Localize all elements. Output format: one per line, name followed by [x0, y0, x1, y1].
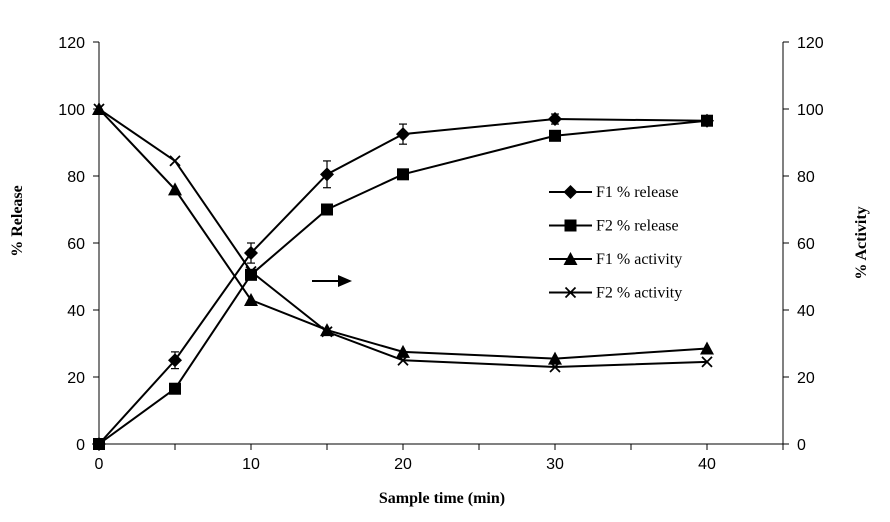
cross-stroke — [549, 361, 561, 373]
x-tick-label: 20 — [394, 456, 412, 473]
legend-item-1: F1 % release — [549, 184, 679, 201]
legend-marker — [564, 286, 577, 299]
data-point — [169, 382, 181, 395]
legend-marker — [563, 252, 578, 265]
legend-marker — [564, 219, 577, 232]
cross-stroke — [169, 155, 181, 167]
y2-tick-label: 20 — [797, 370, 815, 387]
series-4 — [93, 103, 713, 373]
legend-marker — [563, 185, 578, 199]
data-point — [93, 438, 105, 450]
y-tick-label: 100 — [58, 102, 85, 119]
data-point — [701, 356, 713, 368]
annotation-arrow-head — [338, 275, 352, 287]
y-tick-label: 80 — [67, 169, 85, 186]
series-line — [98, 118, 708, 445]
cross-stroke — [321, 326, 333, 338]
cross-stroke — [93, 103, 105, 115]
data-point — [548, 351, 562, 365]
data-point — [701, 114, 713, 127]
series-line — [98, 108, 708, 368]
data-point — [700, 341, 714, 355]
annotation-arrow — [312, 275, 352, 287]
data-point — [549, 361, 561, 373]
data-point — [244, 292, 258, 306]
legend-item-3: F1 % activity — [549, 251, 682, 268]
y2-axis-title: % Activity — [853, 206, 870, 279]
data-point — [320, 167, 334, 182]
data-point — [93, 103, 105, 115]
data-point — [549, 129, 561, 142]
data-point — [548, 112, 562, 127]
data-point — [168, 353, 182, 368]
data-point — [397, 354, 409, 366]
y2-tick-label: 120 — [797, 35, 824, 52]
y2-tick-label: 0 — [797, 437, 806, 454]
x-axis-title: Sample time (min) — [379, 490, 505, 507]
series-3 — [92, 102, 714, 365]
data-point — [321, 203, 333, 216]
y2-tick-label: 60 — [797, 236, 815, 253]
legend-item-4: F2 % activity — [549, 285, 682, 302]
legend-label: F2 % activity — [596, 285, 682, 302]
data-point — [396, 127, 410, 142]
legend-label: F1 % activity — [596, 251, 682, 268]
x-tick-label: 40 — [698, 456, 716, 473]
y2-tick-label: 100 — [797, 102, 824, 119]
legend: F1 % release F2 % release F1 % activity F2 … — [549, 184, 682, 302]
y-tick-label: 40 — [67, 303, 85, 320]
legend-label: F2 % release — [596, 218, 679, 235]
y-tick-label: 120 — [58, 35, 85, 52]
data-point — [245, 265, 257, 278]
cross-stroke — [245, 265, 257, 278]
series-layer — [92, 102, 714, 451]
y-axis-title: % Release — [9, 185, 26, 257]
data-point — [396, 344, 410, 358]
data-point — [168, 182, 182, 196]
y-tick-label: 20 — [67, 370, 85, 387]
x-tick-label: 30 — [546, 456, 564, 473]
y2-tick-label: 80 — [797, 169, 815, 186]
series-2 — [93, 114, 713, 450]
y2-tick-label: 40 — [797, 303, 815, 320]
x-tick-label: 0 — [95, 456, 104, 473]
cross-stroke — [397, 354, 409, 366]
axes: 0 20 40 60 80 100 120 0 20 40 60 80 100 120 0 10 20 30 40 — [58, 35, 824, 473]
series-1 — [92, 112, 714, 451]
cross-stroke — [564, 286, 577, 299]
cross-stroke — [701, 356, 713, 368]
y-tick-label: 0 — [76, 437, 85, 454]
y-tick-label: 60 — [67, 236, 85, 253]
x-tick-label: 10 — [242, 456, 260, 473]
data-point — [245, 268, 257, 281]
data-point — [397, 168, 409, 181]
data-point — [244, 246, 258, 261]
data-point — [169, 155, 181, 167]
legend-item-2: F2 % release — [549, 218, 679, 235]
legend-label: F1 % release — [596, 184, 679, 201]
data-point — [321, 326, 333, 338]
